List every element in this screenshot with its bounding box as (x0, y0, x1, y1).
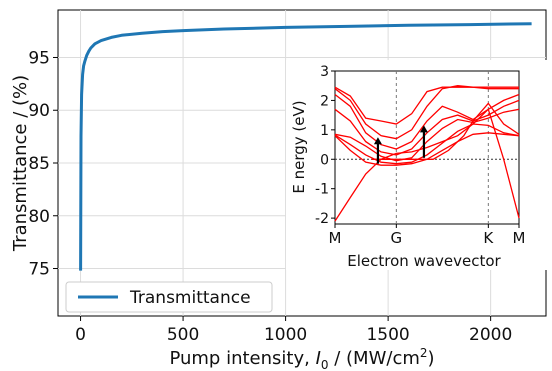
x-tick-label: 1000 (264, 325, 307, 345)
x-axis-label-prefix: Pump intensity, (169, 348, 315, 369)
inset-arrow-head (419, 125, 428, 133)
x-tick-label: 500 (167, 325, 199, 345)
inset-x-tick-label: M (329, 229, 342, 247)
x-tick-label: 2000 (469, 325, 512, 345)
y-axis-label: Transmittance / (%) (10, 75, 31, 252)
y-tick-label: 90 (28, 101, 50, 121)
inset-band (371, 102, 520, 160)
inset-x-tick-label: K (483, 229, 494, 247)
inset-y-tick-label: 2 (320, 93, 329, 109)
inset-y-tick-label: -2 (315, 211, 329, 227)
inset-band (334, 99, 520, 156)
inset-x-axis-label: Electron wavevector (347, 252, 501, 270)
inset-band (334, 85, 519, 140)
inset-ticks: -2 -1 0 1 2 3 M G K M (315, 64, 525, 247)
x-tick-label: 0 (75, 325, 86, 345)
legend-box (65, 281, 273, 313)
main-series (79, 22, 532, 271)
inset-y-tick-label: -1 (315, 182, 329, 198)
main-ticks: 0 500 1000 1500 2000 75 80 85 90 95 (28, 48, 512, 345)
inset-x-tick-label: G (391, 229, 403, 247)
inset-y-tick-label: 0 (320, 152, 329, 168)
inset-arrow-head (373, 137, 382, 145)
y-tick-label: 80 (28, 207, 50, 227)
y-tick-label: 95 (28, 48, 50, 68)
x-axis-label-var: I (316, 348, 321, 369)
inset-x-tick-label: M (513, 229, 526, 247)
legend: Transmittance (65, 281, 273, 313)
inset-y-axis-label: E nergy (eV) (290, 100, 308, 193)
inset-arrows (373, 125, 428, 164)
x-axis-label-sup: 2 (420, 346, 428, 360)
inset-band (334, 86, 519, 125)
inset-band (334, 123, 520, 165)
inset-band (334, 108, 520, 162)
legend-label: Transmittance (129, 288, 251, 308)
x-axis-label-units: / (MW/cm (329, 348, 420, 369)
x-axis-label-close: ) (428, 348, 435, 369)
inset-bands (334, 85, 520, 222)
series-line-transmittance (79, 22, 532, 271)
inset-y-tick-label: 1 (320, 123, 329, 139)
inset-chart: -2 -1 0 1 2 3 M G K M E nergy (eV) Electron wavev… (286, 60, 550, 270)
y-tick-label: 75 (28, 260, 50, 280)
x-axis-label: Pump intensity, I0 / (MW/cm2) (169, 346, 434, 371)
inset-band (334, 108, 520, 222)
x-axis-label-sub: 0 (321, 358, 329, 371)
x-tick-label: 1500 (366, 325, 409, 345)
y-tick-label: 85 (28, 154, 50, 174)
inset-y-tick-label: 3 (320, 64, 329, 80)
